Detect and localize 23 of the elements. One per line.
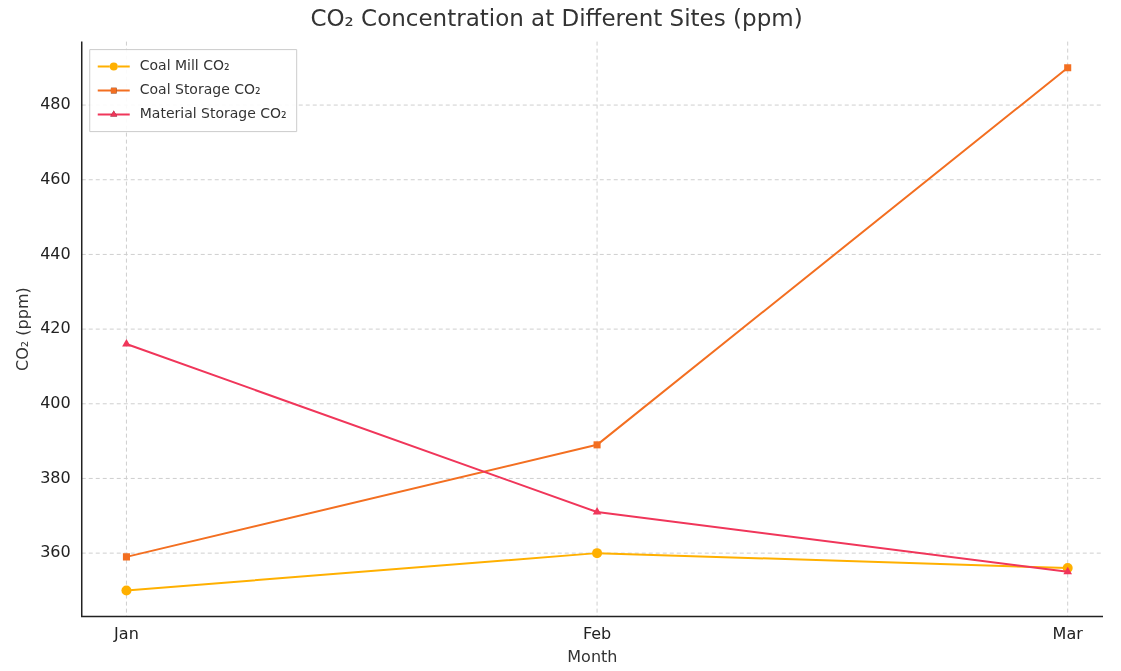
y-tick-label: 360 [40, 542, 71, 562]
point [122, 553, 130, 561]
point [592, 507, 602, 515]
y-tick-label: 480 [40, 94, 71, 114]
y-tick-label: 400 [40, 392, 71, 412]
x-tick-label: Mar [1052, 624, 1084, 644]
point [1064, 64, 1072, 72]
y-tick-label: 440 [40, 243, 71, 263]
y-tick-label: 420 [40, 318, 71, 338]
point [592, 548, 603, 559]
y-tick-label: 380 [40, 467, 71, 487]
x-axis-title: Month [567, 646, 618, 666]
y-tick-label: 460 [40, 168, 71, 188]
legend-label: Material Storage CO₂ [139, 105, 287, 122]
x-tick-label: Jan [113, 624, 139, 644]
legend-label: Coal Mill CO₂ [139, 57, 230, 74]
chart-title: CO₂ Concentration at Different Sites (ppm) [310, 4, 803, 31]
point [593, 441, 601, 449]
point [121, 585, 132, 596]
y-axis-title: CO₂ (ppm) [12, 287, 32, 371]
x-tick-label: Feb [582, 624, 612, 644]
legend-label: Coal Storage CO₂ [139, 81, 261, 98]
point [122, 339, 131, 347]
